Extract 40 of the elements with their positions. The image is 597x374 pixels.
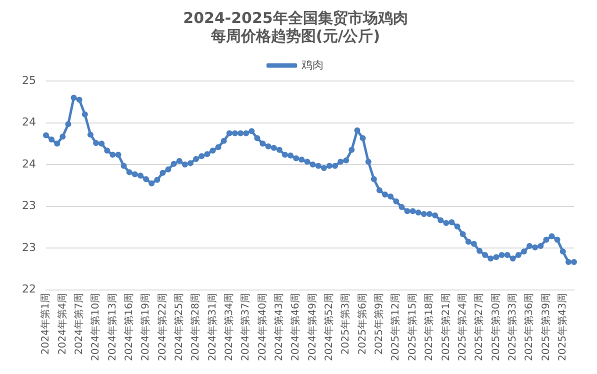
x-tick-label: 2024年第34周 — [223, 292, 235, 362]
y-tick-label: 25 — [22, 74, 36, 87]
x-tick-label: 2024年第7周 — [72, 292, 85, 355]
x-tick-label: 2024年第19周 — [140, 292, 152, 362]
y-tick-label: 24 — [22, 157, 36, 170]
x-tick-label: 2025年第27周 — [473, 292, 486, 362]
x-tick-label: 2024年第28周 — [190, 292, 202, 362]
x-tick-label: 2025年第33周 — [506, 292, 518, 362]
x-tick-label: 2025年第39周 — [540, 292, 552, 362]
x-tick-label: 2025年第24周 — [456, 292, 468, 362]
x-tick-label: 2024年第49周 — [306, 292, 318, 362]
x-tick-label: 2025年第15周 — [406, 292, 418, 362]
x-tick-label: 2025年第18周 — [423, 292, 436, 362]
x-tick-label: 2025年第3周 — [340, 292, 352, 355]
y-tick-label: 22 — [22, 282, 36, 296]
x-tick-label: 2024年第31周 — [206, 292, 218, 362]
x-tick-label: 2024年第37周 — [240, 292, 252, 362]
x-tick-label: 2024年第13周 — [106, 292, 118, 362]
legend-label: 鸡肉 — [300, 58, 324, 72]
x-tick-label: 2024年第46周 — [290, 292, 302, 362]
x-tick-label: 2024年第16周 — [122, 292, 135, 362]
x-tick-label: 2024年第25周 — [172, 292, 185, 362]
x-tick-label: 2025年第43周 — [556, 292, 568, 362]
y-tick-label: 24 — [22, 116, 36, 129]
x-tick-label: 2024年第4周 — [56, 292, 68, 355]
x-tick-label: 2025年第6周 — [356, 292, 368, 355]
x-tick-label: 2024年第10周 — [90, 292, 102, 362]
x-tick-label: 2024年第43周 — [273, 292, 286, 362]
y-tick-label: 23 — [22, 199, 36, 212]
x-tick-label: 2025年第30周 — [490, 292, 502, 362]
x-tick-label: 2024年第1周 — [40, 292, 52, 355]
x-tick-label: 2024年第52周 — [323, 292, 336, 362]
x-tick-label: 2025年第36周 — [523, 292, 536, 362]
x-tick-label: 2024年第40周 — [256, 292, 268, 362]
chart-title: 2024-2025年全国集贸市场鸡肉每周价格趋势图(元/公斤) — [183, 8, 408, 45]
x-tick-label: 2025年第21周 — [440, 292, 452, 362]
x-tick-label: 2025年第9周 — [373, 292, 386, 355]
x-tick-label: 2024年第22周 — [156, 292, 168, 362]
y-tick-label: 23 — [22, 240, 36, 254]
x-tick-label: 2025年第12周 — [390, 292, 402, 362]
